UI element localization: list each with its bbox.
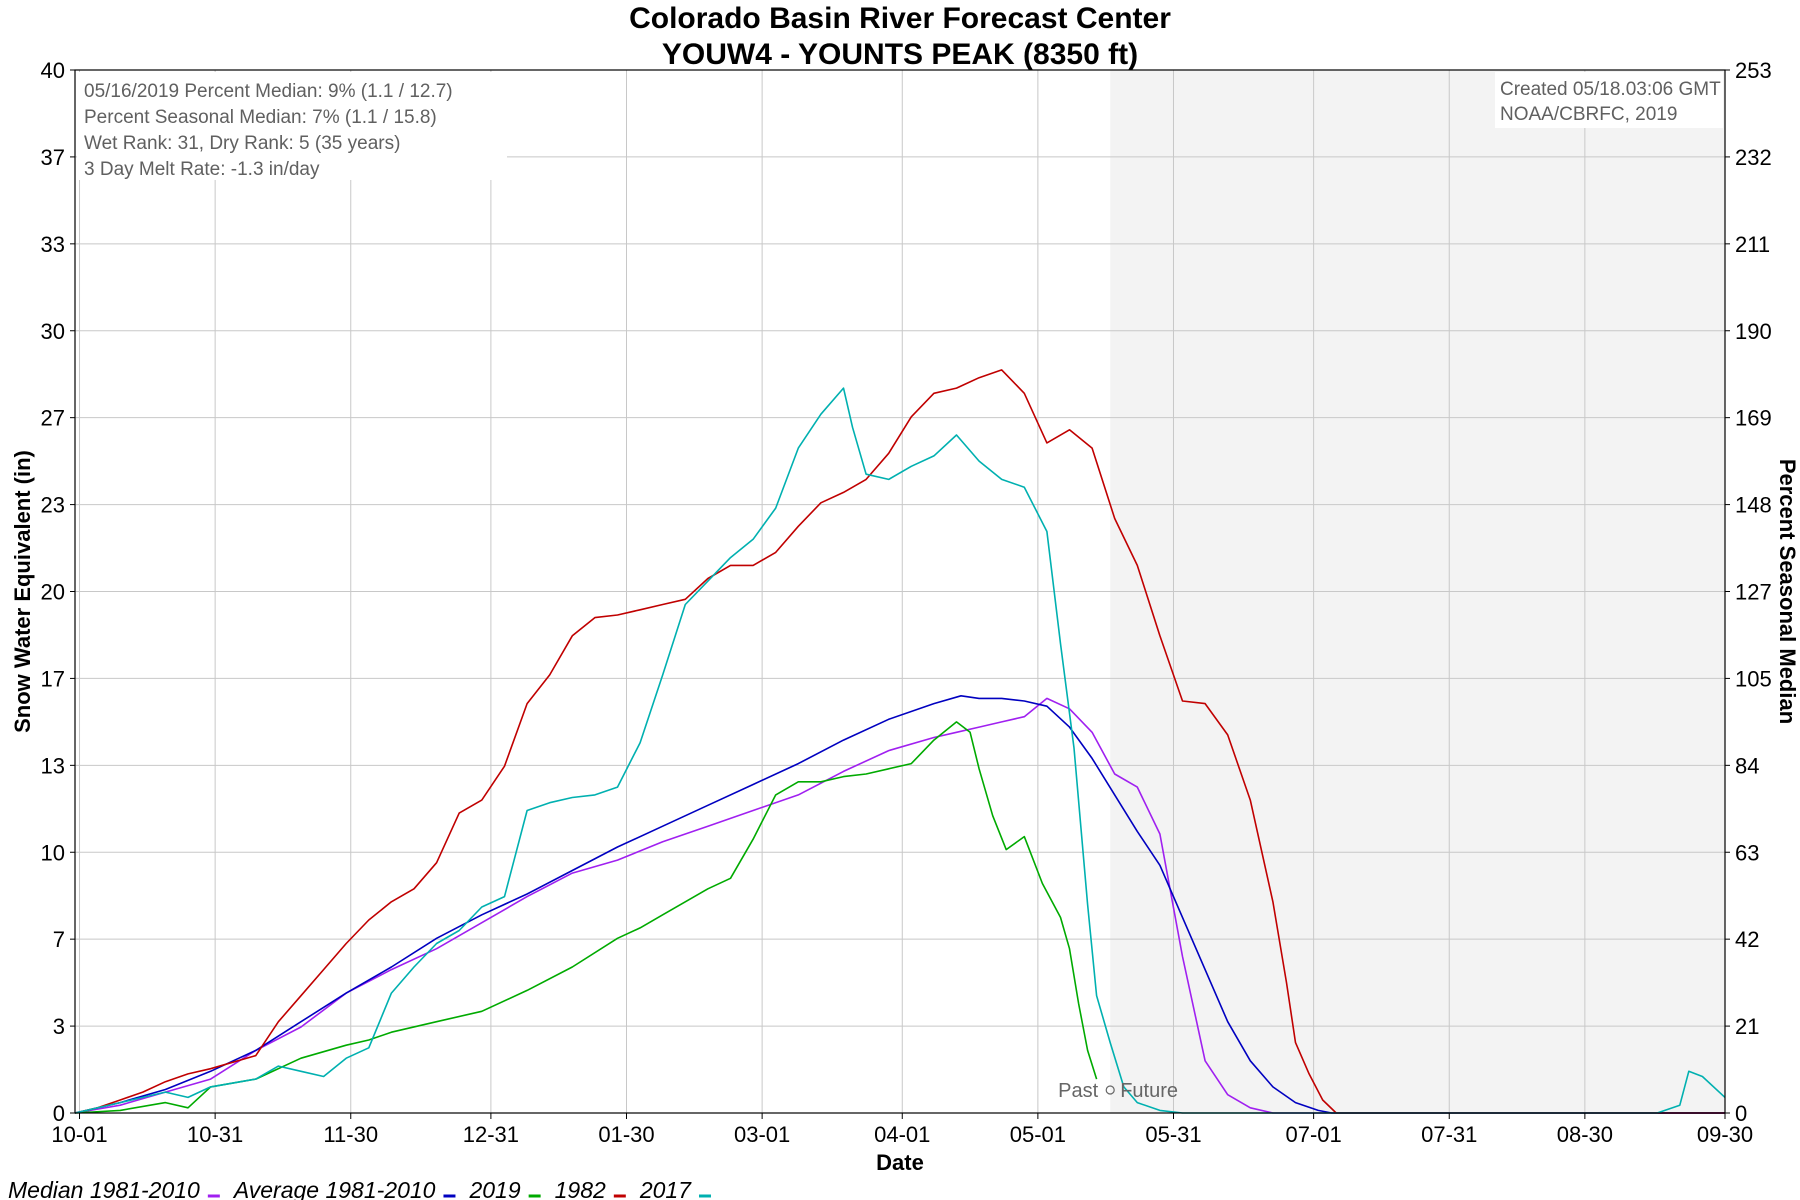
y-tick-label: 33 [41,232,65,257]
x-axis-label: Date [876,1150,924,1175]
gridlines [75,69,1726,1114]
legend-label-4: 2017 [639,1177,692,1200]
x-tick-label: 07-31 [1421,1122,1477,1147]
credit-line: NOAA/CBRFC, 2019 [1500,104,1677,125]
info-line: Percent Seasonal Median: 7% (1.1 / 15.8) [84,107,437,128]
x-tick-label: 05-31 [1145,1122,1201,1147]
y-tick-label: 27 [41,406,65,431]
credit-box-bg [1495,72,1723,128]
y2-tick-label: 169 [1735,406,1772,431]
legend-label-1: Average 1981-2010 [232,1177,436,1200]
y-tick-label: 0 [53,1101,65,1126]
x-tick-label: 08-30 [1557,1122,1613,1147]
y-tick-label: 7 [53,927,65,952]
y2-axis-label: Percent Seasonal Median [1775,459,1800,724]
y2-tick-label: 127 [1735,580,1772,605]
future-label: Future [1120,1080,1178,1102]
series-line-2 [74,721,1098,1114]
x-tick-label: 01-30 [598,1122,654,1147]
y-tick-label: 20 [41,580,65,605]
y-tick-label: 30 [41,319,65,344]
divider-marker [1105,1085,1115,1095]
series-line-4 [74,387,1726,1114]
x-tick-label: 04-01 [874,1122,930,1147]
credit-line: Created 05/18.03:06 GMT [1500,79,1721,100]
chart-title: Colorado Basin River Forecast Center [629,2,1171,35]
y-tick-label: 10 [41,840,65,865]
y2-tick-label: 211 [1735,232,1770,257]
y2-tick-label: 232 [1735,145,1772,170]
x-tick-label: 11-30 [323,1122,378,1147]
legend-label-3: 1982 [555,1177,606,1200]
x-tick-label: 07-01 [1285,1122,1341,1147]
x-tick-label: 12-31 [463,1122,519,1147]
y-tick-label: 3 [53,1014,65,1039]
info-line: Wet Rank: 31, Dry Rank: 5 (35 years) [84,133,400,154]
x-tick-label: 10-01 [51,1122,107,1147]
past-label: Past [1058,1080,1098,1102]
info-line: 3 Day Melt Rate: -1.3 in/day [84,159,320,180]
chart-subtitle: YOUW4 - YOUNTS PEAK (8350 ft) [662,38,1138,71]
y2-tick-label: 21 [1735,1014,1759,1039]
y2-tick-label: 84 [1735,753,1759,778]
x-tick-label: 09-30 [1697,1122,1753,1147]
x-tick-label: 05-01 [1010,1122,1066,1147]
info-line: 05/16/2019 Percent Median: 9% (1.1 / 12.… [84,81,453,102]
y2-tick-label: 148 [1735,493,1772,518]
y-tick-label: 17 [41,666,65,691]
y-tick-label: 37 [41,145,65,170]
y2-tick-label: 42 [1735,927,1759,952]
legend-label-0: Median 1981-2010 [8,1177,200,1200]
plot-frame [70,69,1730,1119]
info-box-bg [77,72,507,180]
y-axis-label: Snow Water Equivalent (in) [10,450,35,733]
series-lines [74,369,1726,1114]
y-tick-label: 40 [41,58,65,83]
y2-tick-label: 105 [1735,666,1772,691]
chart-texts: 10-01 10-31 11-30 12-31 01-30 03-01 04-01 05-01… [8,2,1800,1200]
x-tick-label: 10-31 [187,1122,243,1147]
y-tick-label: 23 [41,493,65,518]
y2-tick-label: 0 [1735,1101,1747,1126]
x-tick-label: 03-01 [734,1122,790,1147]
series-line-1 [74,695,1725,1114]
y2-tick-label: 253 [1735,58,1772,83]
legend-label-2: 2019 [468,1177,520,1200]
y2-tick-label: 190 [1735,319,1772,344]
y2-tick-label: 63 [1735,840,1759,865]
series-line-3 [74,369,1725,1114]
y-tick-label: 13 [41,753,65,778]
